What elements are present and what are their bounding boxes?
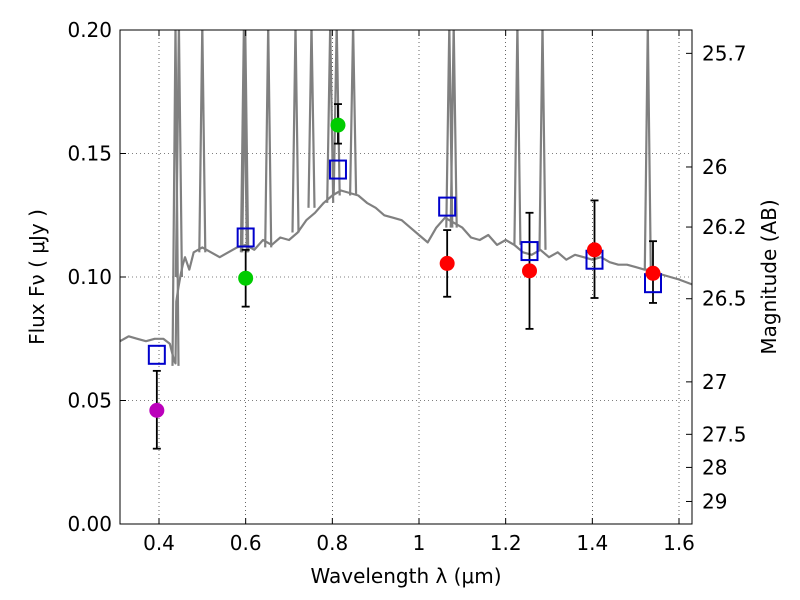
observed-point <box>149 402 165 418</box>
y2-axis-title: Magnitude (AB) <box>757 199 781 354</box>
emission-line <box>174 30 183 278</box>
mag-tick-label: 27.5 <box>702 422 747 446</box>
emission-line <box>241 30 250 253</box>
y-tick-label: 0.00 <box>67 512 112 536</box>
model-point <box>147 344 166 365</box>
observed-point <box>587 242 602 258</box>
mag-tick-label: 28 <box>702 455 727 479</box>
mag-tick-label: 26.2 <box>702 215 747 239</box>
y-tick-label: 0.15 <box>67 142 112 166</box>
observed-point <box>330 117 346 133</box>
observed-point <box>238 270 254 286</box>
plot-frame <box>119 29 693 525</box>
x-tick-label: 1.6 <box>663 531 695 555</box>
grid <box>120 29 692 525</box>
mag-tick-label: 26.5 <box>702 287 747 311</box>
model-point <box>438 196 457 217</box>
mag-tick-label: 27 <box>702 370 727 394</box>
emission-line <box>239 30 248 253</box>
mag-tick-label: 25.7 <box>702 41 747 65</box>
x-tick-label: 1.4 <box>576 531 608 555</box>
emission-line <box>643 30 652 270</box>
emission-line <box>264 30 273 248</box>
x-tick-label: 0.8 <box>316 531 348 555</box>
observed-point <box>439 255 455 271</box>
emission-line <box>349 30 358 196</box>
y-tick-label: 0.10 <box>67 265 112 289</box>
x-tick-label: 0.4 <box>143 531 175 555</box>
y-tick-label: 0.20 <box>67 18 112 42</box>
model-point <box>328 159 347 180</box>
emission-line <box>291 30 300 233</box>
mag-tick-label: 26 <box>702 155 727 179</box>
x-tick-label: 0.6 <box>230 531 262 555</box>
observed-point <box>645 265 661 281</box>
y-axis-title: Flux Fν ( μJy ) <box>25 209 49 345</box>
x-tick-label: 1.2 <box>490 531 522 555</box>
marker-layer <box>147 103 662 450</box>
x-tick-label: 1 <box>413 531 426 555</box>
spectrum-layer <box>120 30 692 366</box>
emission-line <box>513 30 522 245</box>
model-point <box>520 241 539 262</box>
tick-layer: 0.4 0.6 0.8 1 1.2 1.4 1.6 0.00 0.05 0.10 0.15 0.20 2… <box>67 18 746 555</box>
emission-line <box>449 30 458 228</box>
emission-line <box>171 30 180 366</box>
model-point <box>236 227 255 248</box>
emission-line <box>326 30 335 203</box>
observed-point <box>522 263 537 279</box>
emission-line <box>307 30 316 208</box>
y-tick-label: 0.05 <box>67 389 112 413</box>
emission-line <box>538 30 547 250</box>
mag-tick-label: 29 <box>702 489 727 513</box>
x-axis-title: Wavelength λ (μm) <box>310 564 501 588</box>
emission-line <box>198 30 207 253</box>
